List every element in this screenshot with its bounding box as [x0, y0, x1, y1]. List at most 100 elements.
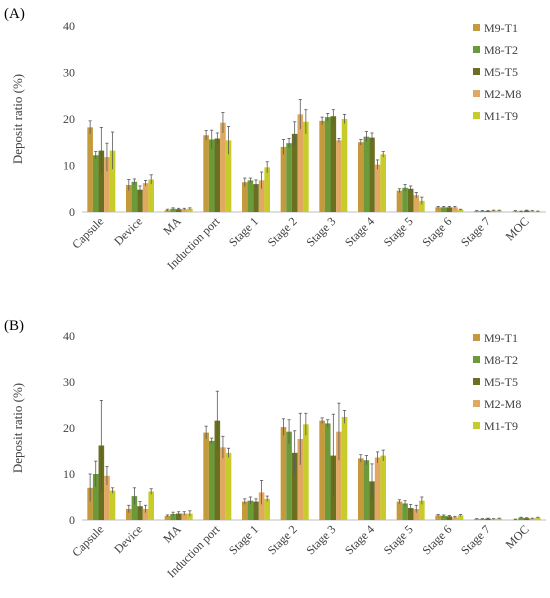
bar-m2-m8 — [297, 114, 304, 212]
legend-swatch — [473, 400, 480, 407]
bar-m1-t9 — [419, 200, 425, 212]
x-tick-label: Stage 5 — [381, 522, 416, 557]
bar-m2-m8 — [104, 475, 110, 520]
bar-m8-t2 — [324, 117, 331, 212]
x-tick-label: Stage 2 — [265, 522, 300, 557]
bar-m1-t9 — [380, 455, 386, 520]
legend-label: M1-T9 — [484, 419, 518, 433]
bar-m2-m8 — [220, 122, 226, 212]
bar-m5-t5 — [98, 150, 105, 212]
bar-m8-t2 — [440, 207, 447, 212]
bar-m9-t1 — [126, 508, 132, 520]
bar-m2-m8 — [142, 508, 149, 520]
bar-m1-t9 — [225, 452, 232, 520]
legend-label: M1-T9 — [484, 109, 518, 123]
bar-m5-t5 — [446, 516, 453, 520]
bar-m9-t1 — [319, 420, 325, 520]
bar-m1-t9 — [187, 208, 193, 212]
bar-m2-m8 — [452, 207, 458, 212]
bar-m2-m8 — [490, 519, 497, 520]
bar-m1-t9 — [496, 518, 502, 520]
bar-m2-m8 — [413, 195, 420, 212]
bar-m2-m8 — [490, 210, 497, 212]
bar-m8-t2 — [402, 503, 408, 520]
bar-m2-m8 — [258, 492, 265, 520]
bar-m1-t9 — [264, 167, 270, 212]
x-tick-label: Capsule — [69, 214, 106, 251]
bar-m9-t1 — [242, 182, 248, 212]
bar-m8-t2 — [479, 519, 486, 520]
legend-swatch — [473, 90, 480, 97]
bar-m8-t2 — [402, 187, 408, 212]
y-tick-label: 0 — [69, 513, 75, 527]
bar-m2-m8 — [220, 447, 226, 520]
bar-m8-t2 — [92, 155, 99, 212]
x-tick-label: MOC — [503, 214, 532, 243]
x-tick-label: Stage 4 — [342, 522, 377, 557]
bar-m9-t1 — [319, 120, 325, 212]
bar-m2-m8 — [142, 183, 149, 212]
x-tick-label: Stage 5 — [381, 214, 416, 249]
x-tick-label: MOC — [503, 522, 532, 551]
bar-m1-t9 — [496, 210, 502, 212]
bar-m1-t9 — [341, 119, 348, 212]
bar-m9-t1 — [435, 207, 441, 212]
bar-m8-t2 — [208, 440, 215, 520]
bar-m8-t2 — [131, 496, 138, 520]
bar-m1-t9 — [148, 491, 154, 520]
bar-m2-m8 — [181, 209, 188, 212]
bar-m5-t5 — [214, 420, 221, 520]
bar-m5-t5 — [407, 188, 414, 212]
bar-m9-t1 — [280, 146, 287, 212]
legend-label: M8-T2 — [484, 43, 518, 57]
bar-m5-t5 — [291, 452, 298, 520]
x-tick-label: Stage 1 — [226, 522, 261, 557]
x-tick-label: Stage 7 — [458, 214, 493, 249]
bar-m9-t1 — [203, 135, 209, 212]
y-tick-label: 40 — [63, 329, 75, 343]
bar-m8-t2 — [518, 517, 524, 520]
bar-m8-t2 — [208, 139, 215, 212]
x-tick-label: Stage 4 — [342, 214, 377, 249]
x-tick-label: Device — [111, 522, 145, 556]
bar-m9-t1 — [435, 515, 441, 520]
bar-m9-t1 — [87, 127, 93, 212]
bar-m1-t9 — [225, 140, 232, 212]
x-tick-label: Stage 3 — [303, 522, 338, 557]
bar-m9-t1 — [280, 427, 287, 520]
bar-m8-t2 — [247, 180, 254, 212]
bar-m5-t5 — [485, 518, 491, 520]
y-tick-label: 30 — [63, 375, 75, 389]
legend-label: M2-M8 — [484, 397, 521, 411]
bar-m9-t1 — [396, 501, 403, 520]
legend-swatch — [473, 356, 480, 363]
legend-label: M5-T5 — [484, 375, 518, 389]
legend-label: M8-T2 — [484, 353, 518, 367]
bar-m2-m8 — [297, 439, 304, 520]
y-tick-label: 40 — [63, 19, 75, 33]
bar-m9-t1 — [164, 515, 171, 520]
bar-m5-t5 — [137, 189, 143, 212]
bar-m9-t1 — [242, 501, 248, 520]
bar-m5-t5 — [330, 116, 337, 212]
bar-m8-t2 — [170, 514, 176, 520]
legend-label: M5-T5 — [484, 65, 518, 79]
x-tick-label: Capsule — [69, 522, 106, 559]
bar-m5-t5 — [253, 184, 259, 212]
bar-m5-t5 — [369, 481, 375, 520]
panel-a: (A) Deposit ratio (%) 0 10 20 30 40 Capsule Devi… — [4, 6, 546, 272]
x-tick-label: Stage 3 — [303, 214, 338, 249]
bar-m2-m8 — [374, 457, 381, 520]
bar-m1-t9 — [187, 513, 193, 520]
y-axis-label: Deposit ratio (%) — [10, 383, 25, 473]
bar-m5-t5 — [523, 518, 530, 520]
bar-m2-m8 — [181, 513, 188, 520]
y-tick-label: 20 — [63, 421, 75, 435]
bar-m8-t2 — [363, 136, 370, 212]
bar-m2-m8 — [452, 517, 458, 520]
bar-m2-m8 — [104, 157, 110, 212]
y-tick-label: 20 — [63, 112, 75, 126]
x-tick-label: Stage 7 — [458, 522, 493, 557]
bar-m1-t9 — [457, 209, 464, 212]
bar-m9-t1 — [126, 185, 132, 212]
